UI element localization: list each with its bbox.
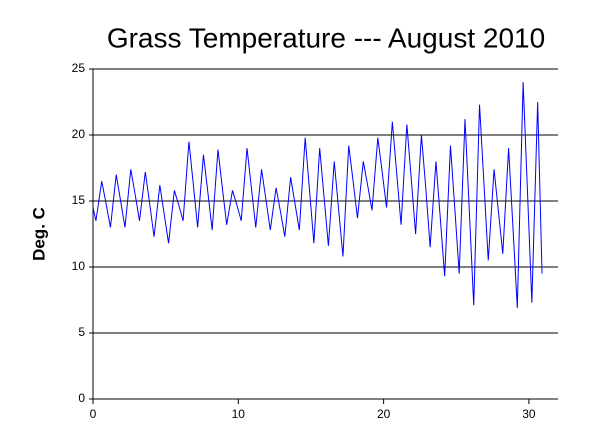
chart-title: Grass Temperature --- August 2010 <box>107 22 545 53</box>
y-axis-label: Deg. C <box>29 207 48 261</box>
x-tick-label: 30 <box>522 407 536 421</box>
data-line <box>92 82 543 308</box>
x-tick-label: 10 <box>232 407 246 421</box>
y-tick-label: 25 <box>72 61 86 75</box>
y-tick-label: 0 <box>78 391 85 405</box>
y-tick-label: 20 <box>72 127 86 141</box>
y-tick-label: 15 <box>72 193 86 207</box>
y-tick-label: 5 <box>78 325 85 339</box>
x-tick-label: 0 <box>90 407 97 421</box>
y-tick-label: 10 <box>72 259 86 273</box>
x-tick-label: 20 <box>377 407 391 421</box>
